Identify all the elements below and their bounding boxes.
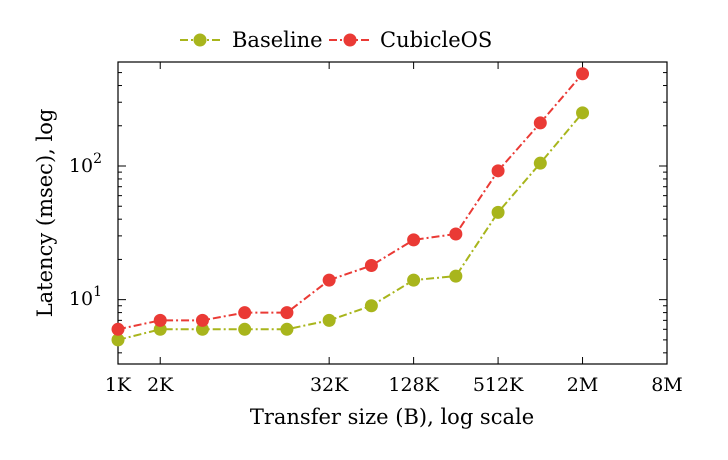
data-point-baseline — [238, 322, 252, 336]
x-tick-label: 8M — [651, 374, 683, 396]
data-point-cubicleos — [195, 313, 209, 327]
data-point-baseline — [280, 322, 294, 336]
data-point-baseline — [576, 106, 590, 120]
data-point-cubicleos — [576, 67, 590, 81]
x-tick-label: 1K — [105, 374, 132, 396]
data-point-baseline — [491, 205, 505, 219]
legend-baseline-label: Baseline — [232, 28, 323, 52]
series-line-cubicleos — [117, 73, 584, 331]
x-tick-label: 512K — [473, 374, 524, 396]
series-line-baseline — [117, 112, 584, 341]
x-axis-ticks: 1K 2K 32K 128K 512K 2M 8M — [105, 62, 683, 396]
data-point-cubicleos — [111, 322, 125, 336]
data-point-cubicleos — [322, 273, 336, 287]
data-point-baseline — [407, 273, 421, 287]
y-tick-label-100: 102 — [69, 151, 102, 177]
data-point-cubicleos — [491, 164, 505, 178]
x-tick-label: 2M — [567, 374, 599, 396]
data-point-baseline — [533, 156, 547, 170]
data-point-baseline — [364, 299, 378, 313]
y-axis-ticks — [118, 61, 667, 354]
data-point-baseline — [195, 322, 209, 336]
data-point-cubicleos — [533, 116, 547, 130]
data-point-cubicleos — [407, 233, 421, 247]
x-tick-label: 128K — [388, 374, 439, 396]
x-axis-title: Transfer size (B), log scale — [250, 405, 534, 429]
y-tick-label-10: 101 — [69, 284, 102, 310]
y-axis-title: Latency (msec), log — [33, 109, 57, 318]
x-tick-label: 2K — [147, 374, 174, 396]
data-point-cubicleos — [364, 259, 378, 273]
legend-baseline-marker — [193, 33, 207, 47]
data-point-baseline — [111, 333, 125, 347]
legend: Baseline CubicleOS — [180, 28, 492, 52]
data-point-baseline — [322, 313, 336, 327]
data-point-cubicleos — [449, 227, 463, 241]
legend-cubicleos-label: CubicleOS — [380, 28, 492, 52]
data-point-baseline — [449, 269, 463, 283]
x-tick-label: 32K — [310, 374, 349, 396]
legend-cubicleos-marker — [343, 33, 357, 47]
data-point-cubicleos — [153, 313, 167, 327]
data-point-baseline — [153, 322, 167, 336]
data-point-cubicleos — [280, 306, 294, 320]
plot-frame — [117, 61, 668, 365]
data-point-cubicleos — [238, 306, 252, 320]
series-layer — [111, 67, 590, 347]
